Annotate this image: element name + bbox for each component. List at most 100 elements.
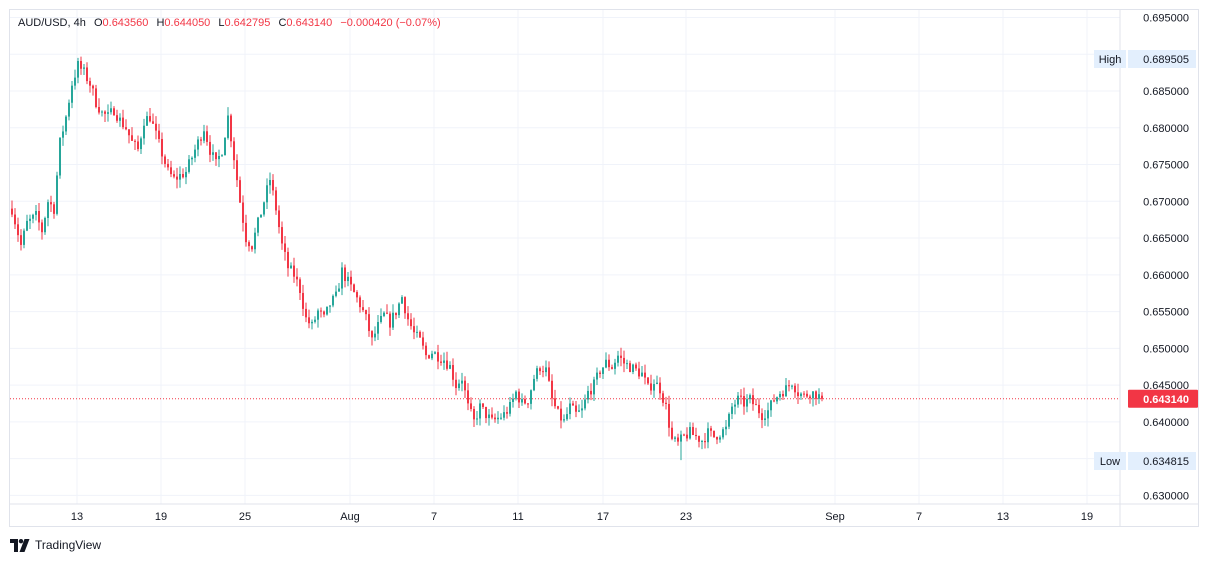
candle-body bbox=[353, 284, 355, 293]
candle-body bbox=[47, 202, 49, 218]
price-tick-label: 0.655000 bbox=[1143, 307, 1189, 319]
candle-body bbox=[17, 224, 19, 236]
tradingview-brand[interactable]: TradingView bbox=[10, 538, 101, 552]
candle-body bbox=[269, 179, 271, 186]
candle-body bbox=[287, 251, 289, 269]
candle-body bbox=[629, 363, 631, 372]
candle-body bbox=[773, 400, 775, 402]
candle-body bbox=[59, 137, 61, 176]
candle-body bbox=[791, 385, 793, 387]
candle-body bbox=[602, 367, 604, 374]
candle-body bbox=[386, 312, 388, 314]
candle-body bbox=[701, 440, 703, 442]
candle-body bbox=[305, 308, 307, 318]
time-tick-label: 11 bbox=[512, 511, 523, 523]
candle-body bbox=[530, 390, 532, 404]
candle-body bbox=[731, 406, 733, 414]
candle-body bbox=[335, 291, 337, 296]
candle-body bbox=[422, 337, 424, 346]
candle-body bbox=[374, 333, 376, 338]
price-tick-label: 0.630000 bbox=[1143, 490, 1189, 502]
candle-body bbox=[26, 220, 28, 231]
candle-body bbox=[464, 380, 466, 391]
candle-body bbox=[578, 410, 580, 412]
candle-body bbox=[605, 359, 607, 368]
change-value: −0.000420 (−0.07%) bbox=[340, 17, 441, 29]
candle-body bbox=[281, 227, 283, 244]
candle-body bbox=[764, 418, 766, 420]
candle-body bbox=[164, 156, 166, 164]
candle-body bbox=[167, 163, 169, 168]
candle-body bbox=[113, 108, 115, 116]
low-badge-value: 0.634815 bbox=[1143, 456, 1189, 468]
candle-body bbox=[440, 361, 442, 363]
close-value: 0.643140 bbox=[286, 17, 333, 29]
candle-body bbox=[536, 368, 538, 379]
candle-body bbox=[380, 315, 382, 322]
candle-body bbox=[290, 265, 292, 269]
candle-body bbox=[776, 397, 778, 402]
candle-body bbox=[512, 398, 514, 403]
candle-body bbox=[581, 408, 583, 411]
candle-body bbox=[275, 190, 277, 211]
candle-body bbox=[671, 427, 673, 439]
candle-body bbox=[752, 395, 754, 405]
candle-body bbox=[518, 391, 520, 403]
candle-body bbox=[461, 380, 463, 384]
candle-body bbox=[692, 427, 694, 435]
candle-body bbox=[488, 414, 490, 419]
candle-body bbox=[617, 355, 619, 363]
time-tick-label: 13 bbox=[71, 511, 83, 523]
candle-body bbox=[176, 176, 178, 180]
candle-body bbox=[545, 367, 547, 373]
candle-body bbox=[173, 174, 175, 177]
candle-body bbox=[593, 379, 595, 395]
candle-body bbox=[89, 81, 91, 86]
candle-body bbox=[620, 355, 622, 358]
candle-body bbox=[95, 88, 97, 108]
candle-body bbox=[710, 428, 712, 431]
candle-body bbox=[668, 403, 670, 428]
candle-body bbox=[68, 102, 70, 117]
candle-body bbox=[479, 403, 481, 419]
candle-body bbox=[389, 313, 391, 328]
candle-body bbox=[122, 117, 124, 128]
candle-body bbox=[554, 398, 556, 407]
candle-body bbox=[92, 85, 94, 89]
candle-body bbox=[677, 437, 679, 442]
candle-body bbox=[32, 214, 34, 219]
candle-body bbox=[623, 357, 625, 364]
price-tick-label: 0.685000 bbox=[1143, 86, 1189, 98]
candle-body bbox=[587, 390, 589, 400]
candle-body bbox=[542, 371, 544, 373]
candle-body bbox=[449, 365, 451, 369]
candle-body bbox=[395, 312, 397, 316]
price-tick-label: 0.650000 bbox=[1143, 343, 1189, 355]
candle-body bbox=[338, 288, 340, 292]
candle-body bbox=[80, 61, 82, 69]
candle-body bbox=[818, 394, 820, 399]
candle-body bbox=[500, 417, 502, 419]
candle-body bbox=[557, 406, 559, 409]
low-badge: Low 0.634815 bbox=[1094, 452, 1196, 470]
candle-body bbox=[524, 399, 526, 404]
candle-body bbox=[407, 313, 409, 320]
candle-body bbox=[230, 115, 232, 142]
candle-body bbox=[812, 391, 814, 399]
candle-body bbox=[185, 171, 187, 178]
price-tick-label: 0.645000 bbox=[1143, 380, 1189, 392]
candle-body bbox=[641, 372, 643, 377]
candle-body bbox=[134, 140, 136, 142]
high-badge-label: High bbox=[1099, 54, 1122, 66]
candle-body bbox=[65, 116, 67, 132]
candle-body bbox=[125, 127, 127, 130]
candle-body bbox=[368, 314, 370, 332]
tradingview-logo-icon bbox=[10, 538, 30, 552]
time-tick-label: Aug bbox=[340, 511, 360, 523]
candle-body bbox=[362, 307, 364, 311]
time-tick-label: 13 bbox=[997, 511, 1009, 523]
candle-body bbox=[644, 372, 646, 378]
candle-body bbox=[719, 437, 721, 440]
time-tick-label: 7 bbox=[916, 511, 922, 523]
